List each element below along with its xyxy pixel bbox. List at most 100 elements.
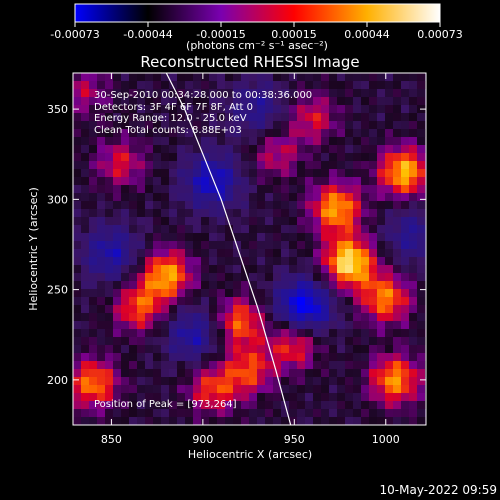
heatmap-cell [193, 241, 201, 249]
heatmap-cell [321, 185, 329, 193]
heatmap-cell [329, 353, 337, 361]
heatmap-cell [321, 313, 329, 321]
heatmap-cell [97, 401, 105, 409]
heatmap-cell [73, 97, 81, 105]
heatmap-cell [193, 153, 201, 161]
heatmap-cell [329, 393, 337, 401]
heatmap-cell [169, 321, 177, 329]
heatmap-cell [369, 321, 377, 329]
y-tick-label: 300 [47, 193, 68, 206]
heatmap-cell [409, 185, 417, 193]
heatmap-cell [289, 305, 297, 313]
heatmap-cell [281, 393, 289, 401]
heatmap-cell [241, 241, 249, 249]
heatmap-cell [401, 233, 409, 241]
heatmap-cell [201, 161, 209, 169]
heatmap-cell [273, 129, 281, 137]
heatmap-cell [401, 105, 409, 113]
heatmap-cell [393, 393, 401, 401]
heatmap-cell [345, 257, 353, 265]
heatmap-cell [129, 257, 137, 265]
heatmap-cell [273, 121, 281, 129]
heatmap-cell [313, 273, 321, 281]
heatmap-cell [377, 201, 385, 209]
heatmap-cell [225, 377, 233, 385]
heatmap-cell [217, 329, 225, 337]
heatmap-cell [393, 153, 401, 161]
heatmap-cell [393, 137, 401, 145]
heatmap-cell [225, 265, 233, 273]
heatmap-cell [209, 185, 217, 193]
heatmap-cell [73, 313, 81, 321]
heatmap-cell [89, 177, 97, 185]
heatmap-cell [193, 273, 201, 281]
heatmap-cell [353, 209, 361, 217]
heatmap-cell [201, 313, 209, 321]
heatmap-cell [97, 129, 105, 137]
heatmap-cell [113, 329, 121, 337]
heatmap-cell [273, 233, 281, 241]
heatmap-cell [241, 73, 249, 81]
heatmap-cell [257, 257, 265, 265]
heatmap-cell [409, 161, 417, 169]
heatmap-cell [257, 129, 265, 137]
heatmap-cell [193, 97, 201, 105]
heatmap-cell [249, 377, 257, 385]
heatmap-cell [177, 289, 185, 297]
heatmap-cell [129, 225, 137, 233]
heatmap-cell [97, 369, 105, 377]
heatmap-cell [313, 121, 321, 129]
heatmap-cell [97, 153, 105, 161]
heatmap-cell [129, 313, 137, 321]
heatmap-cell [241, 345, 249, 353]
heatmap-cell [201, 353, 209, 361]
heatmap-cell [129, 113, 137, 121]
heatmap-cell [289, 241, 297, 249]
heatmap-cell [401, 401, 409, 409]
heatmap-cell [89, 385, 97, 393]
heatmap-cell [369, 105, 377, 113]
heatmap-cell [409, 409, 417, 417]
heatmap-cell [81, 217, 89, 225]
heatmap-cell [233, 353, 241, 361]
heatmap-cell [89, 401, 97, 409]
heatmap-cell [345, 345, 353, 353]
heatmap-cell [273, 137, 281, 145]
heatmap-cell [89, 97, 97, 105]
heatmap-cell [393, 273, 401, 281]
heatmap-cell [113, 177, 121, 185]
heatmap-cell [321, 297, 329, 305]
heatmap-cell [361, 369, 369, 377]
heatmap-cell [273, 377, 281, 385]
heatmap-cell [201, 329, 209, 337]
heatmap-cell [185, 73, 193, 81]
heatmap-cell [209, 97, 217, 105]
heatmap-cell [273, 417, 281, 425]
heatmap-cell [209, 177, 217, 185]
heatmap-cell [409, 361, 417, 369]
heatmap-cell [233, 145, 241, 153]
heatmap-cell [241, 105, 249, 113]
heatmap-cell [113, 289, 121, 297]
heatmap-cell [257, 369, 265, 377]
heatmap-cell [257, 353, 265, 361]
heatmap-cell [193, 161, 201, 169]
heatmap-cell [129, 385, 137, 393]
heatmap-cell [305, 385, 313, 393]
heatmap-cell [81, 97, 89, 105]
heatmap-cell [289, 193, 297, 201]
time-range-text: 30-Sep-2010 00:34:28.000 to 00:38:36.000 [94, 90, 312, 101]
heatmap-cell [137, 385, 145, 393]
heatmap-cell [73, 353, 81, 361]
heatmap-cell [329, 145, 337, 153]
heatmap-cell [153, 305, 161, 313]
heatmap-cell [329, 97, 337, 105]
heatmap-cell [217, 289, 225, 297]
heatmap-cell [353, 313, 361, 321]
heatmap-cell [169, 89, 177, 97]
heatmap-cell [305, 265, 313, 273]
heatmap-cell [257, 249, 265, 257]
heatmap-cell [345, 209, 353, 217]
heatmap-cell [369, 337, 377, 345]
heatmap-cell [113, 281, 121, 289]
